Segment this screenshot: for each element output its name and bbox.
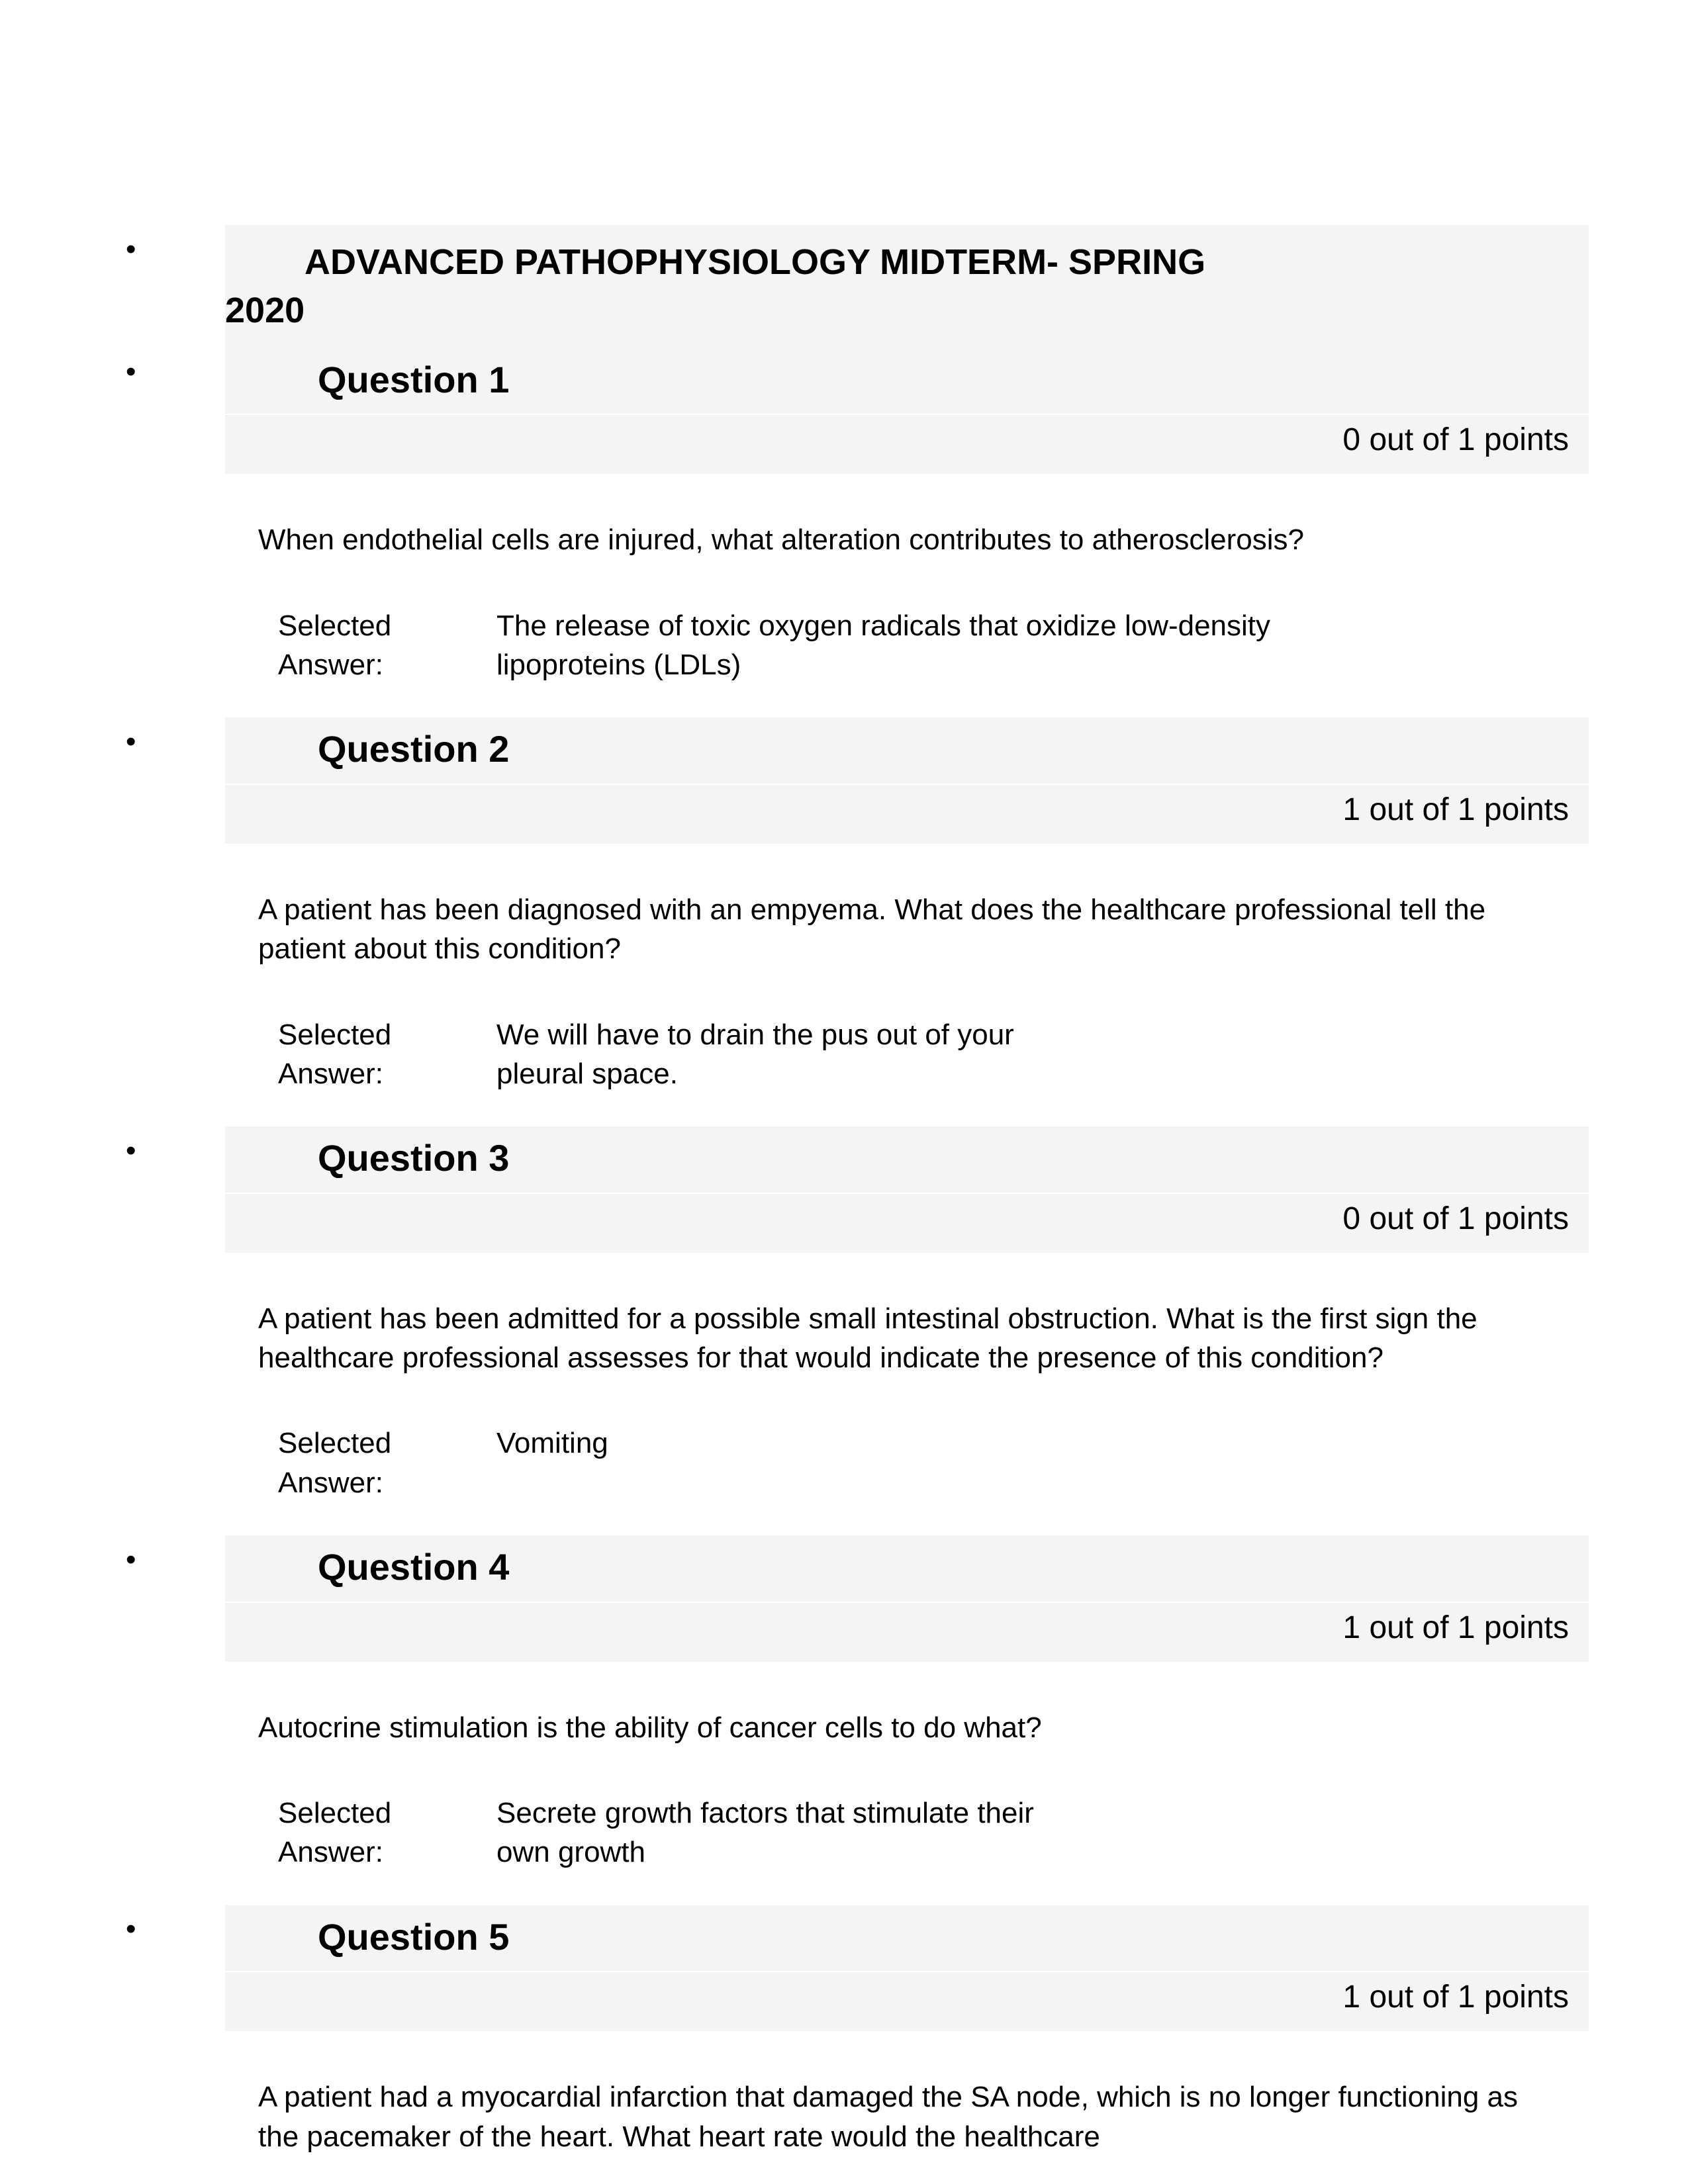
- answer-row: Selected Answer: Vomiting: [258, 1424, 1523, 1502]
- question-body: When endothelial cells are injured, what…: [99, 474, 1589, 684]
- question-label: Question 5: [225, 1912, 1562, 1962]
- question-label: Question 1: [225, 355, 1562, 405]
- question-body: A patient had a myocardial infarction th…: [99, 2031, 1589, 2156]
- question-points: 0 out of 1 points: [225, 1194, 1589, 1253]
- question-body: A patient has been admitted for a possib…: [99, 1253, 1589, 1503]
- answer-row: Selected Answer: Secrete growth factors …: [258, 1794, 1523, 1872]
- question-label: Question 3: [225, 1133, 1562, 1183]
- question-label: Question 4: [225, 1542, 1562, 1592]
- question-label-bar: Question 4: [225, 1535, 1589, 1602]
- question-label-bar: Question 1: [225, 348, 1589, 414]
- question-prompt: When endothelial cells are injured, what…: [258, 520, 1523, 559]
- question-prompt: A patient has been admitted for a possib…: [258, 1299, 1523, 1378]
- selected-answer-label: Selected Answer:: [278, 606, 496, 685]
- question-prompt: A patient has been diagnosed with an emp…: [258, 890, 1523, 969]
- question-header-block: Question 2 1 out of 1 points: [225, 717, 1589, 843]
- selected-answer-label: Selected Answer:: [278, 1015, 496, 1094]
- selected-answer-label: Selected Answer:: [278, 1424, 496, 1502]
- answer-row: Selected Answer: The release of toxic ox…: [258, 606, 1523, 685]
- selected-answer-text: The release of toxic oxygen radicals tha…: [496, 606, 1291, 685]
- question-label-bar: Question 2: [225, 717, 1589, 784]
- selected-answer-text: Vomiting: [496, 1424, 608, 1502]
- document-root: ADVANCED PATHOPHYSIOLOGY MIDTERM- SPRING…: [99, 225, 1589, 2156]
- doc-title-line1: ADVANCED PATHOPHYSIOLOGY MIDTERM- SPRING: [225, 238, 1562, 287]
- selected-answer-label: Selected Answer:: [278, 1794, 496, 1872]
- question-header-block: Question 1 0 out of 1 points: [225, 348, 1589, 474]
- question-prompt: A patient had a myocardial infarction th…: [258, 2077, 1523, 2156]
- question-header-row: Question 2 1 out of 1 points: [99, 717, 1589, 843]
- question-header-block: Question 4 1 out of 1 points: [225, 1535, 1589, 1661]
- question-header-row: Question 4 1 out of 1 points: [99, 1535, 1589, 1661]
- question-header-row: Question 3 0 out of 1 points: [99, 1126, 1589, 1252]
- title-row: ADVANCED PATHOPHYSIOLOGY MIDTERM- SPRING…: [99, 225, 1589, 348]
- question-header-row: Question 1 0 out of 1 points: [99, 348, 1589, 474]
- question-body: Autocrine stimulation is the ability of …: [99, 1662, 1589, 1872]
- question-label-bar: Question 3: [225, 1126, 1589, 1193]
- question-header-block: Question 5 1 out of 1 points: [225, 1905, 1589, 2031]
- question-header-block: Question 3 0 out of 1 points: [225, 1126, 1589, 1252]
- doc-title-line2: 2020: [225, 287, 1562, 335]
- question-prompt: Autocrine stimulation is the ability of …: [258, 1708, 1523, 1747]
- question-points: 0 out of 1 points: [225, 415, 1589, 474]
- selected-answer-text: We will have to drain the pus out of you…: [496, 1015, 1092, 1094]
- selected-answer-text: Secrete growth factors that stimulate th…: [496, 1794, 1092, 1872]
- question-points: 1 out of 1 points: [225, 1603, 1589, 1662]
- question-points: 1 out of 1 points: [225, 1972, 1589, 2031]
- question-header-row: Question 5 1 out of 1 points: [99, 1905, 1589, 2031]
- question-body: A patient has been diagnosed with an emp…: [99, 844, 1589, 1094]
- question-points: 1 out of 1 points: [225, 785, 1589, 844]
- question-label-bar: Question 5: [225, 1905, 1589, 1972]
- title-block: ADVANCED PATHOPHYSIOLOGY MIDTERM- SPRING…: [225, 225, 1589, 348]
- question-label: Question 2: [225, 724, 1562, 774]
- answer-row: Selected Answer: We will have to drain t…: [258, 1015, 1523, 1094]
